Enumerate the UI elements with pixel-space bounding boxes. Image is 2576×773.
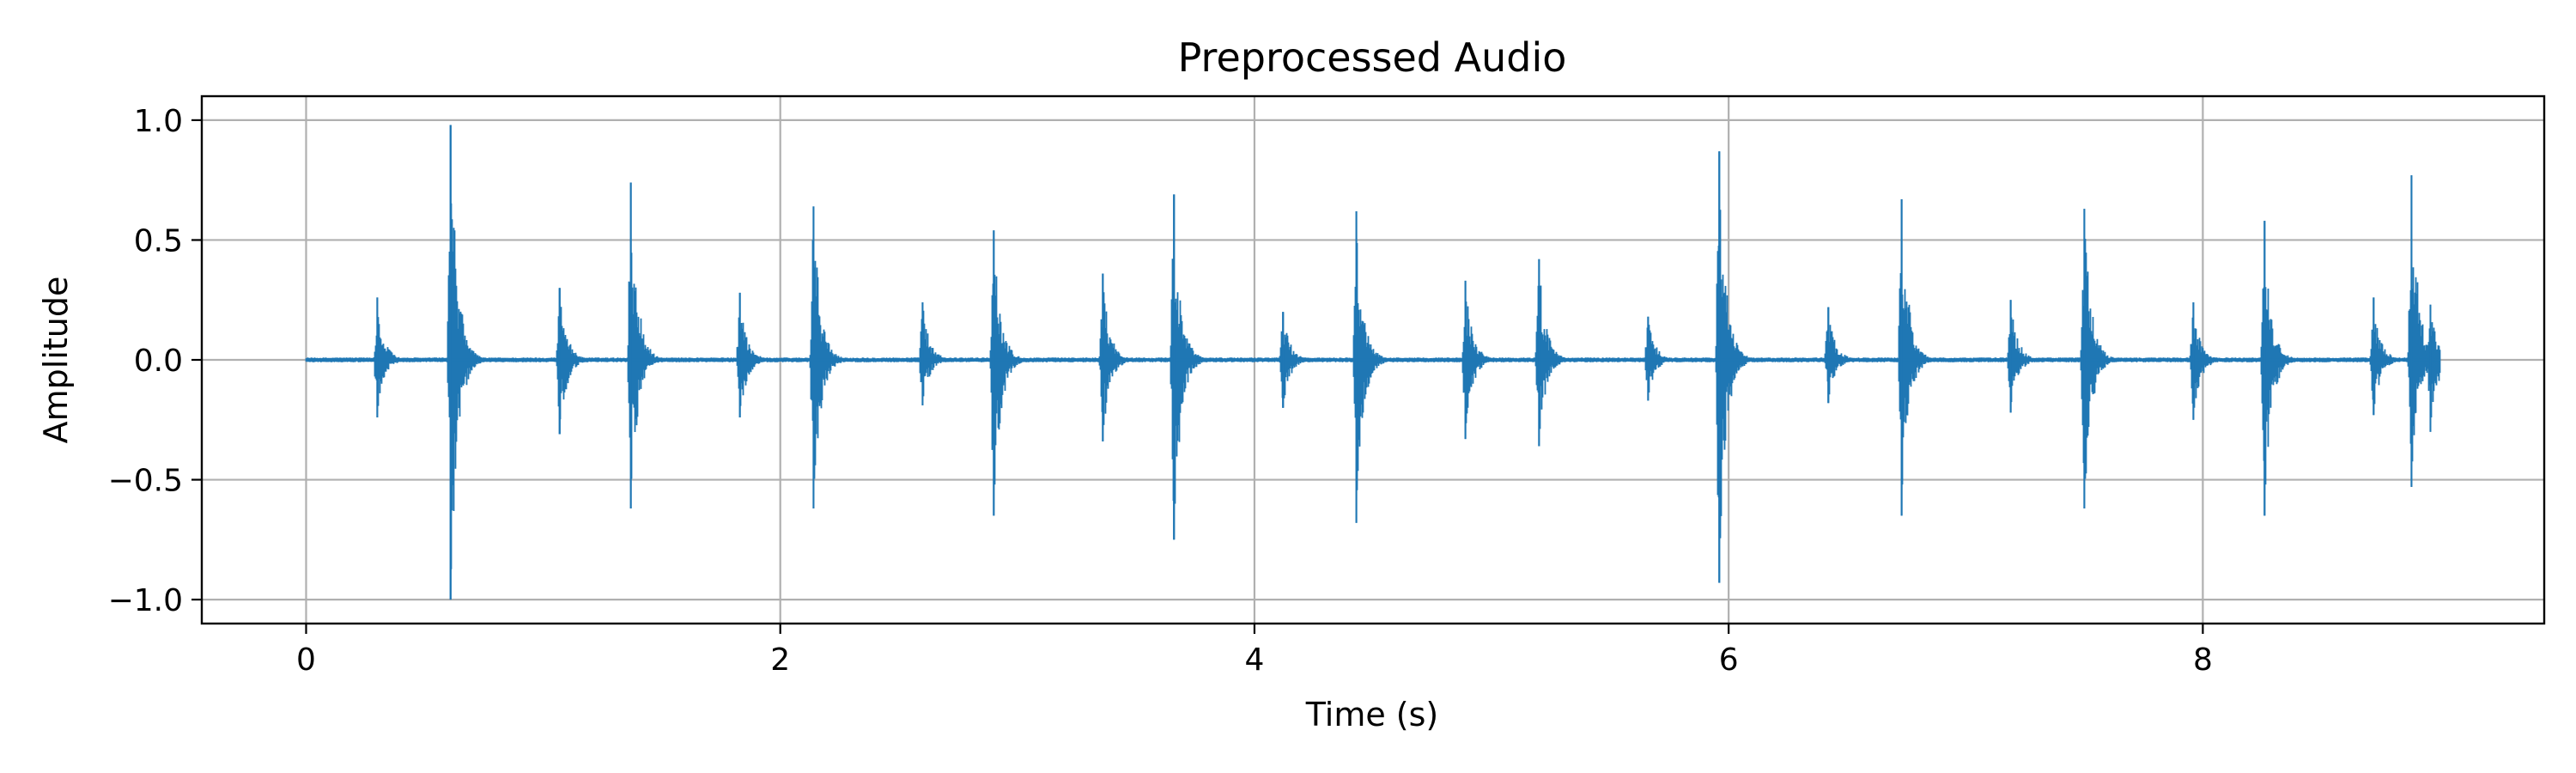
x-axis-label: Time (s) (1305, 696, 1439, 733)
axis-ticks: 0 2 4 6 8 1.0 0.5 0.0 −0.5 −1.0 (108, 104, 2213, 678)
x-tick-label: 0 (296, 642, 316, 678)
y-tick-label: 0.0 (134, 344, 183, 379)
y-axis-label: Amplitude (37, 277, 75, 444)
x-tick-label: 2 (770, 642, 790, 678)
y-tick-label: −1.0 (108, 583, 183, 618)
y-tick-label: 1.0 (134, 104, 183, 139)
y-tick-label: 0.5 (134, 223, 183, 259)
x-tick-label: 6 (1719, 642, 1739, 678)
x-tick-label: 8 (2193, 642, 2213, 678)
chart-title: Preprocessed Audio (1178, 34, 1567, 81)
y-tick-label: −0.5 (108, 464, 183, 499)
waveform-layer (305, 125, 2441, 600)
x-tick-label: 4 (1244, 642, 1264, 678)
